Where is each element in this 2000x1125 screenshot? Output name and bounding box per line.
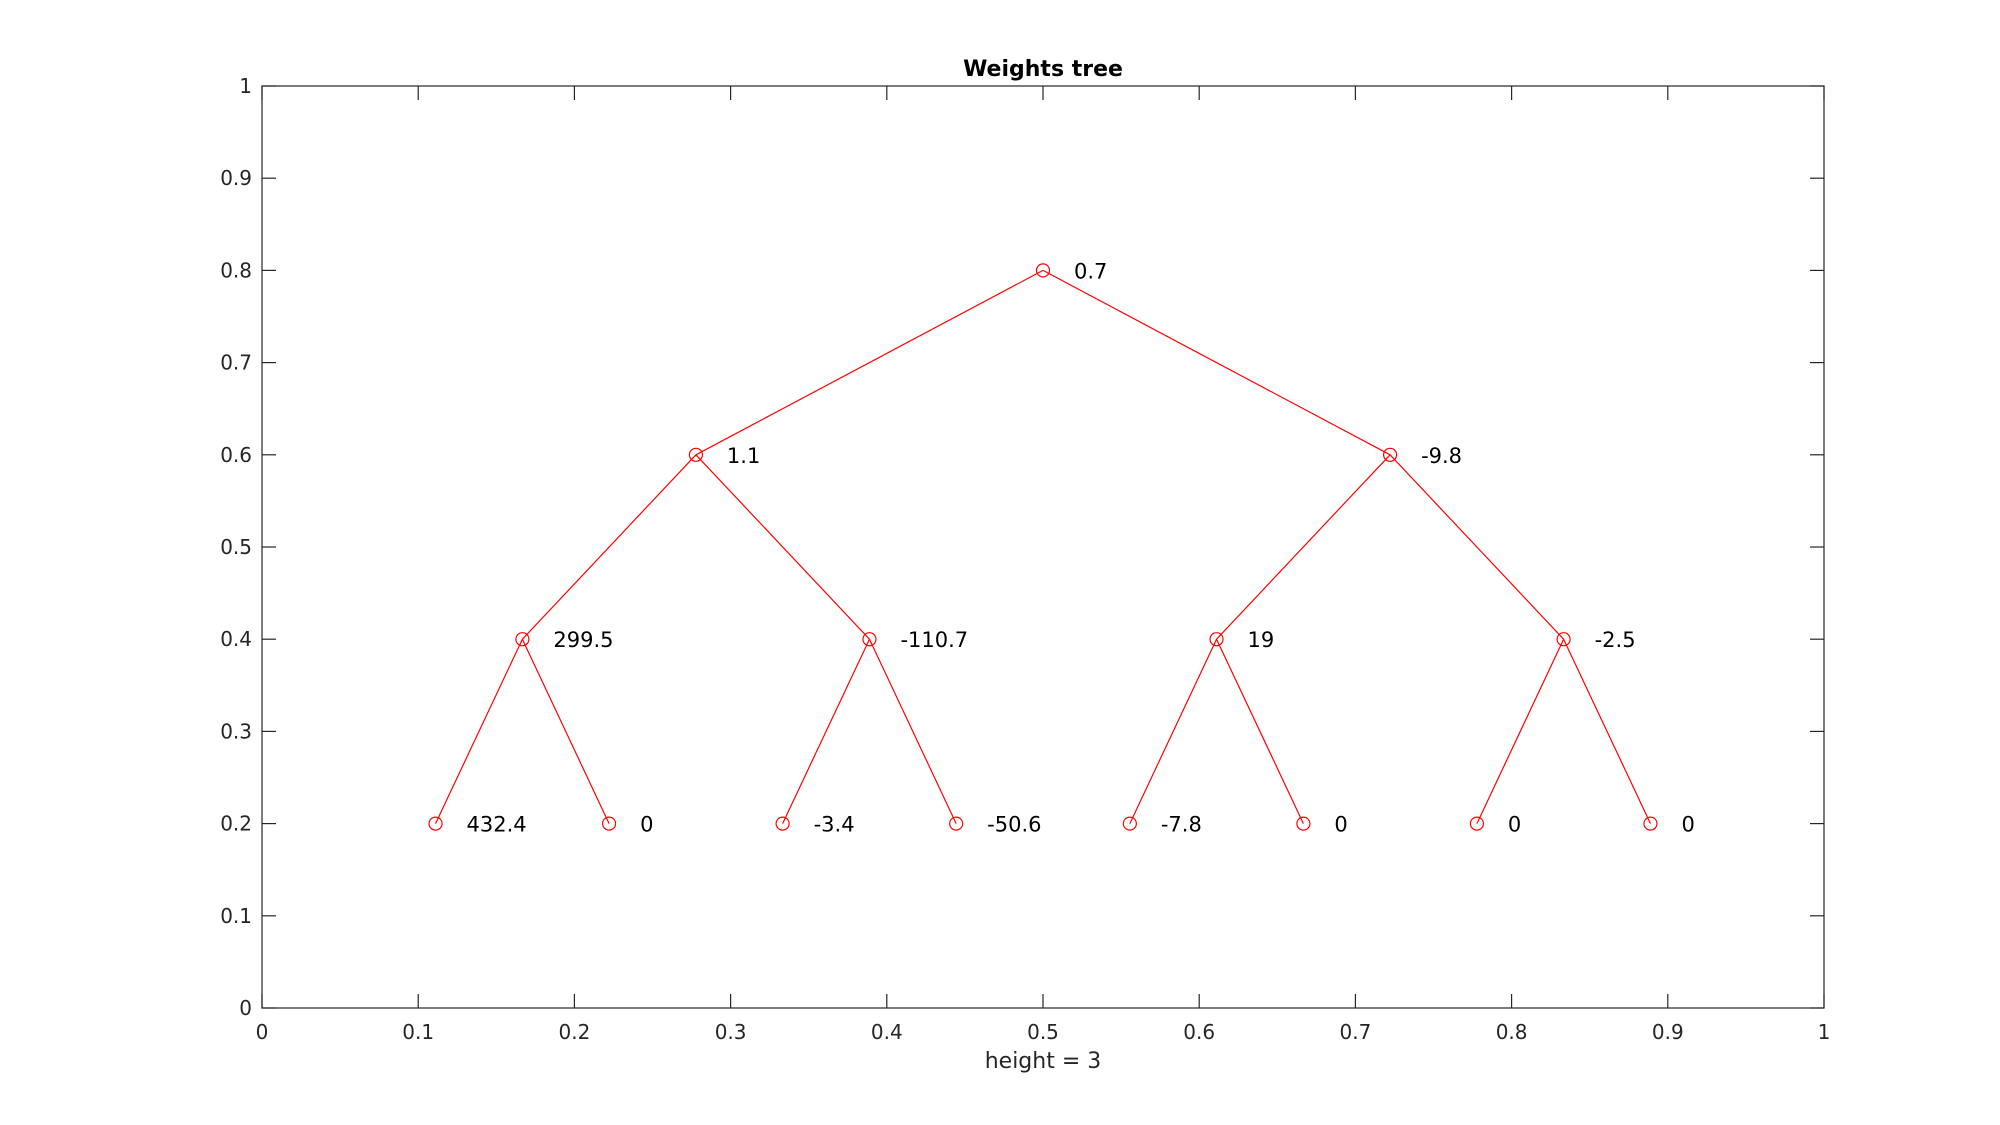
node-weight-label: -2.5 bbox=[1595, 628, 1636, 652]
tree-edge bbox=[1216, 454, 1391, 640]
x-tick-label: 0.5 bbox=[1027, 1020, 1059, 1044]
x-tick-label: 0.7 bbox=[1339, 1020, 1371, 1044]
x-tick-label: 0.6 bbox=[1183, 1020, 1215, 1044]
node-weight-label: 0 bbox=[1508, 813, 1521, 837]
node-weight-label: -50.6 bbox=[987, 813, 1041, 837]
tree-node bbox=[428, 816, 443, 831]
node-weight-label: 0 bbox=[1334, 813, 1347, 837]
x-tick-label: 0.3 bbox=[715, 1020, 747, 1044]
tree-edge bbox=[1476, 638, 1565, 824]
tree-node bbox=[1122, 816, 1137, 831]
tree-node bbox=[688, 447, 704, 462]
tree-edge bbox=[1215, 638, 1304, 824]
tree-edge bbox=[695, 269, 1044, 456]
node-weight-label: -9.8 bbox=[1421, 444, 1462, 468]
node-labels: 0.7 1.1 -9.8 299.5 -110.7 19 -2.5 432.4 0 -3.4 -50… bbox=[467, 259, 1695, 836]
tree-node bbox=[862, 632, 877, 647]
tree-node bbox=[949, 816, 964, 831]
y-tick-label: 1 bbox=[239, 74, 252, 98]
y-tick-label: 0 bbox=[239, 996, 252, 1020]
x-tick-label: 0.4 bbox=[871, 1020, 903, 1044]
y-tick-label: 0.8 bbox=[220, 258, 252, 282]
tree-edge bbox=[1563, 638, 1652, 824]
tree-edge bbox=[868, 638, 957, 824]
tree-edges bbox=[434, 269, 1652, 824]
x-tick-label: 0.2 bbox=[558, 1020, 590, 1044]
node-weight-label: -3.4 bbox=[814, 813, 855, 837]
tree-edge bbox=[1129, 638, 1218, 824]
x-tick-label: 1 bbox=[1818, 1020, 1831, 1044]
node-weight-label: 1.1 bbox=[727, 444, 760, 468]
y-tick-label: 0.7 bbox=[220, 351, 252, 375]
tree-node bbox=[1556, 632, 1571, 647]
node-weight-label: 0.7 bbox=[1074, 259, 1107, 283]
tree-edge bbox=[434, 638, 523, 824]
x-tick-label: 0.8 bbox=[1496, 1020, 1528, 1044]
tree-edge bbox=[782, 638, 871, 824]
node-weight-label: 0 bbox=[640, 813, 653, 837]
y-tick-label: 0.2 bbox=[220, 812, 252, 836]
tree-edge bbox=[521, 454, 697, 640]
y-tick-label: 0.9 bbox=[220, 166, 252, 190]
tree-node bbox=[1469, 816, 1485, 831]
node-weight-label: 19 bbox=[1248, 628, 1275, 652]
tree-node bbox=[1035, 263, 1051, 278]
node-weight-label: 0 bbox=[1681, 813, 1694, 837]
x-tick-label: 0 bbox=[256, 1020, 269, 1044]
tree-nodes bbox=[428, 263, 1658, 831]
axes-box bbox=[261, 85, 1825, 1009]
node-weight-label: 432.4 bbox=[467, 813, 527, 837]
tree-node bbox=[1643, 816, 1658, 831]
node-weight-label: -110.7 bbox=[900, 628, 968, 652]
tree-node bbox=[1296, 816, 1311, 831]
tree-node bbox=[515, 632, 530, 647]
y-tick-label: 0.6 bbox=[220, 443, 252, 467]
tree-edge bbox=[1042, 269, 1391, 456]
tree-edge bbox=[695, 454, 870, 640]
node-weight-label: -7.8 bbox=[1161, 813, 1202, 837]
y-tick-label: 0.3 bbox=[220, 719, 252, 743]
tree-edge bbox=[1389, 454, 1565, 640]
tree-node bbox=[1209, 632, 1224, 647]
y-tick-label: 0.4 bbox=[220, 627, 252, 651]
x-axis-label: height = 3 bbox=[985, 1049, 1102, 1074]
x-tick-label: 0.1 bbox=[402, 1020, 434, 1044]
tree-node bbox=[775, 816, 790, 831]
tree-node bbox=[601, 816, 617, 831]
tree-edge bbox=[521, 638, 610, 824]
y-tick-label: 0.1 bbox=[220, 904, 252, 928]
y-tick-label: 0.5 bbox=[220, 535, 252, 559]
node-weight-label: 299.5 bbox=[553, 628, 613, 652]
tree-node bbox=[1382, 447, 1398, 462]
x-tick-label: 0.9 bbox=[1652, 1020, 1684, 1044]
axis-tick-labels: 0 0.1 0.2 0.3 0.4 0.5 0.6 0.7 0.8 0.9 1 0 0.1 0.2 0.3 0… bbox=[220, 74, 1830, 1044]
chart-title: Weights tree bbox=[963, 57, 1123, 82]
axis-ticks bbox=[261, 85, 1825, 1009]
